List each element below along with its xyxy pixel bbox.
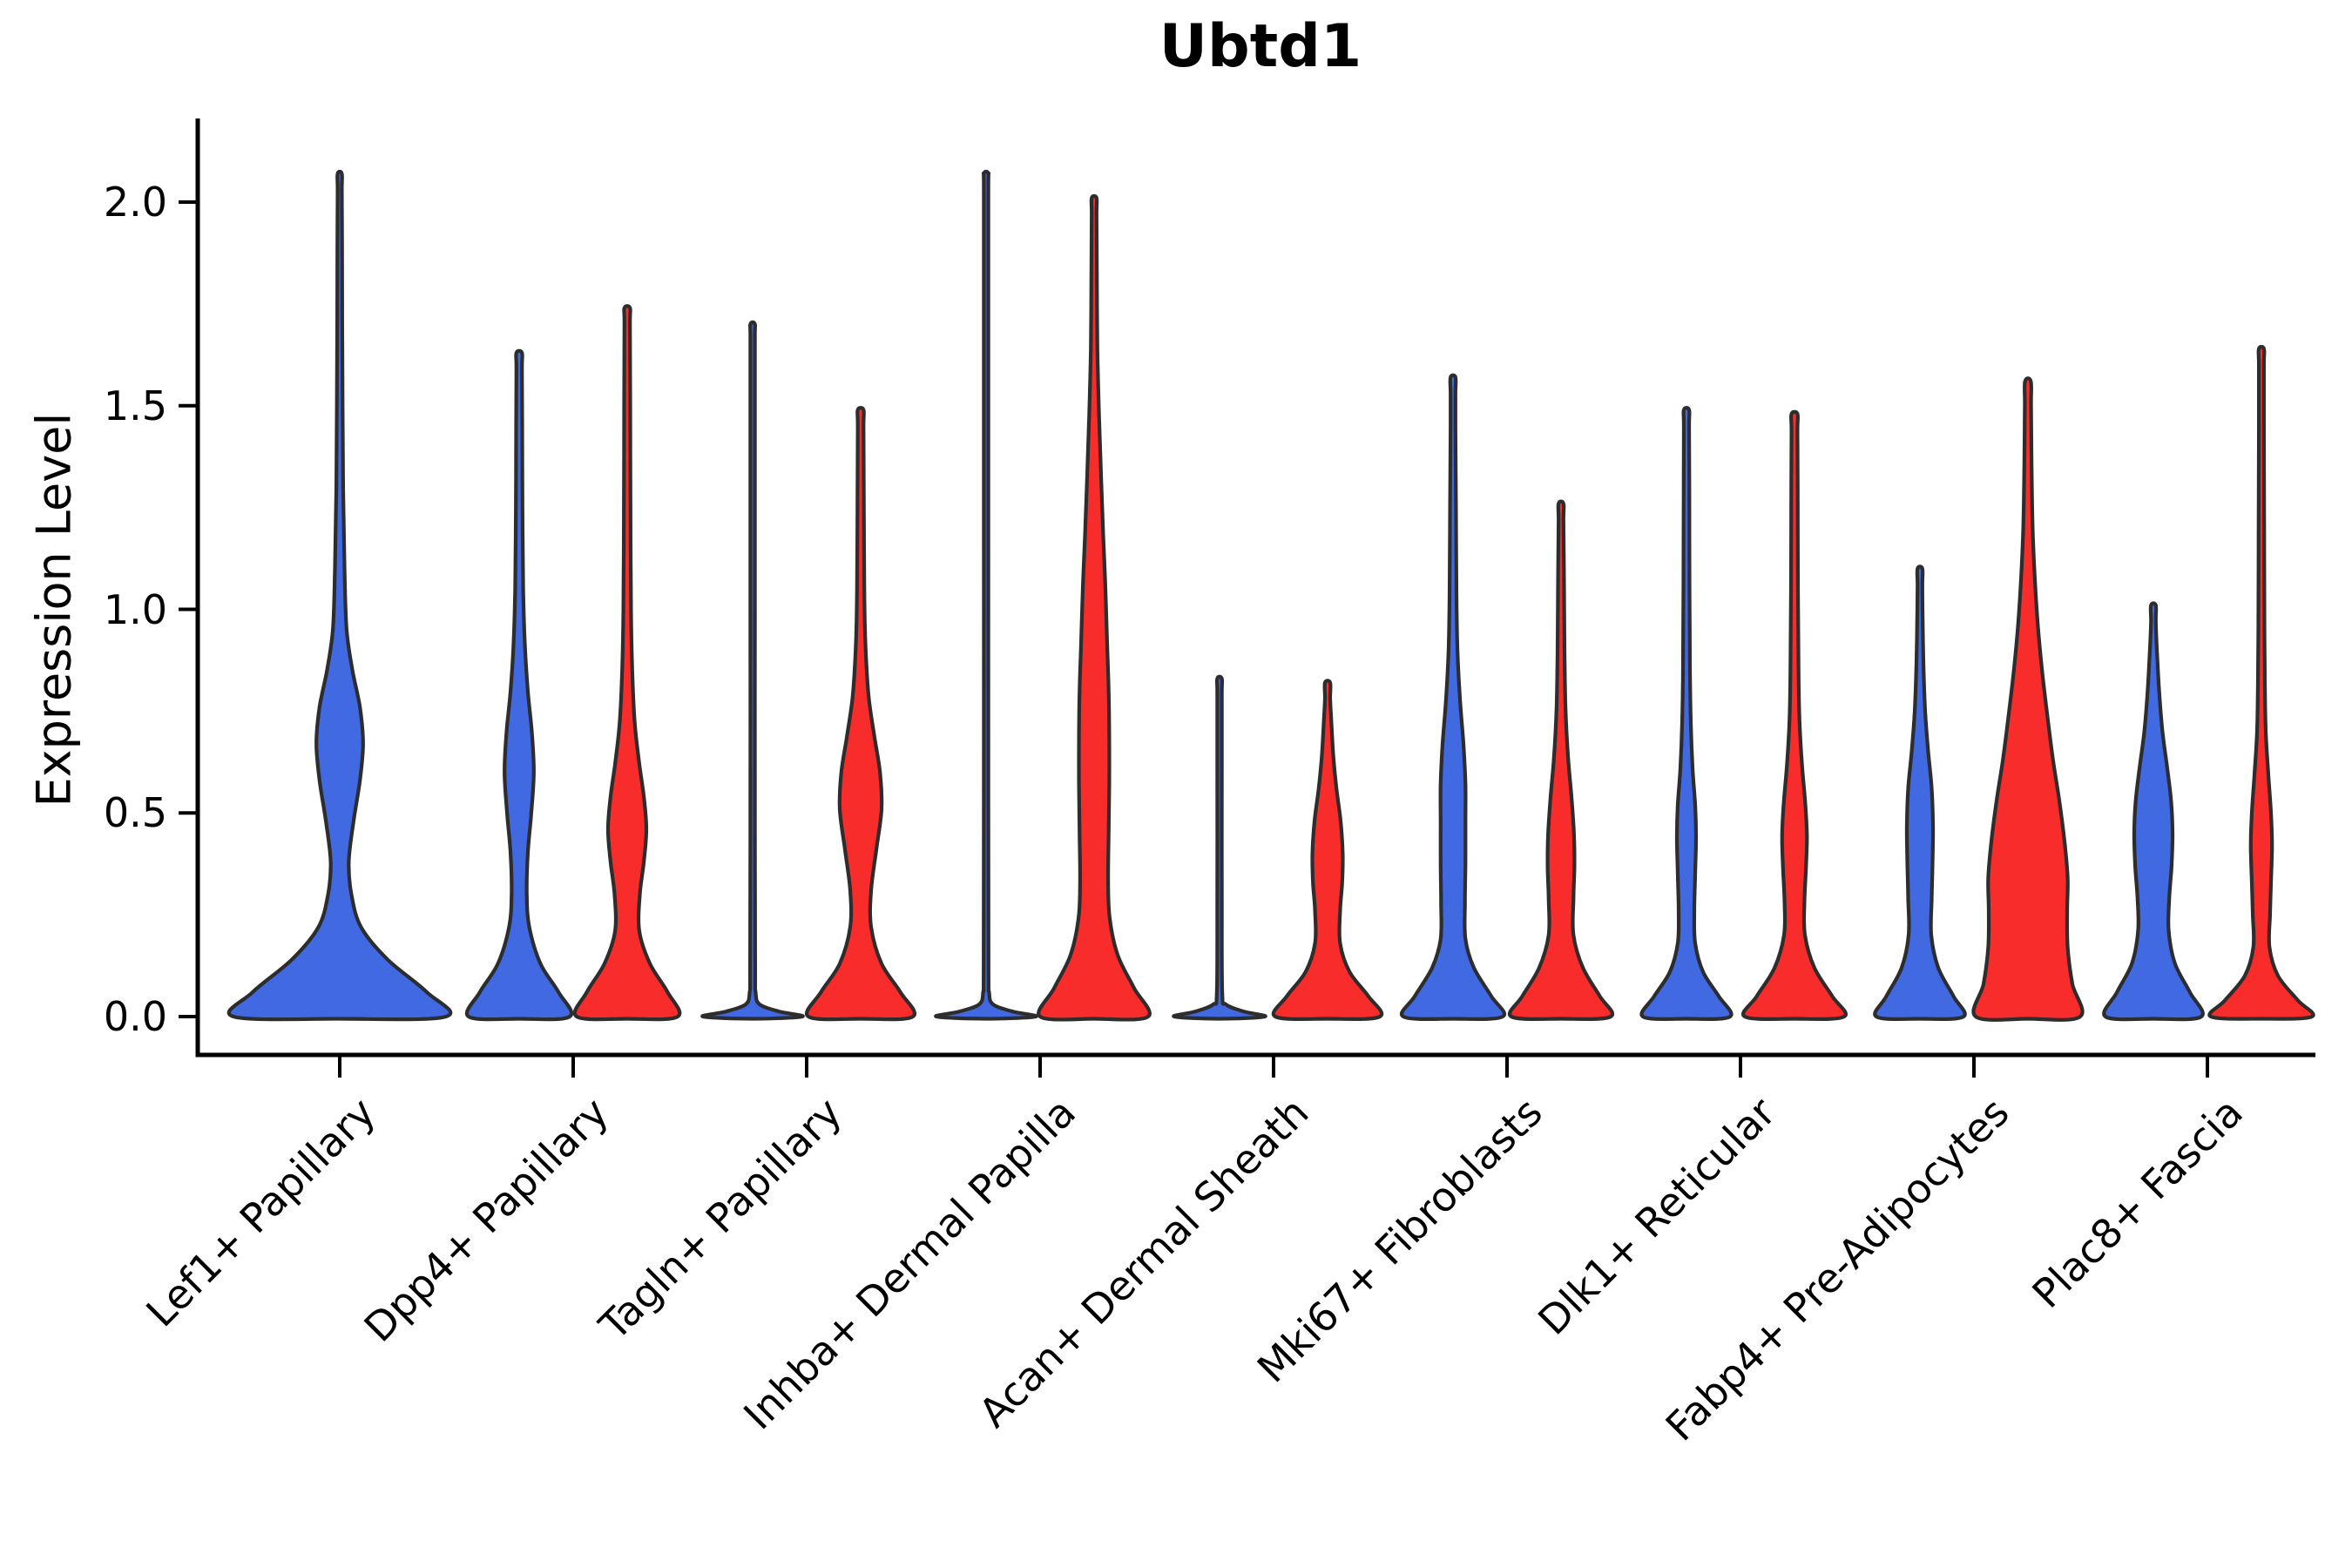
- violin-tagln-papillary-red: [805, 405, 916, 1022]
- y-tick-label-0.0: 0.0: [103, 993, 167, 1040]
- violin-inhba-dermal-papilla-red: [1037, 193, 1152, 1022]
- y-tick-label-1.5: 1.5: [103, 382, 167, 429]
- violin-inhba-dermal-papilla-blue: [934, 169, 1038, 1021]
- chart-title: Ubtd1: [1159, 12, 1362, 81]
- violin-dpp4-papillary-blue: [464, 348, 574, 1022]
- y-tick-label-0.5: 0.5: [103, 789, 167, 837]
- violin-mki67-fibroblasts-blue: [1400, 373, 1506, 1021]
- violin-dlk1-reticular-blue: [1639, 406, 1734, 1021]
- violin-tagln-papillary-blue: [700, 320, 805, 1021]
- violin-acan-dermal-sheath-blue: [1172, 674, 1267, 1021]
- violin-dpp4-papillary-red: [572, 304, 682, 1022]
- y-tick-label-1.0: 1.0: [103, 585, 167, 633]
- violin-dlk1-reticular-red: [1741, 409, 1848, 1021]
- violin-mki67-fibroblasts-red: [1507, 499, 1615, 1021]
- violin-plac8-fascia-red: [2207, 344, 2315, 1021]
- violin-fabp4-pre-adipocytes-blue: [1873, 564, 1967, 1021]
- y-tick-label-2.0: 2.0: [103, 179, 167, 226]
- violin-plac8-fascia-blue: [2102, 601, 2205, 1022]
- violin-fabp4-pre-adipocytes-red: [1971, 376, 2085, 1022]
- violin-acan-dermal-sheath-red: [1271, 679, 1384, 1021]
- violin-lef1-papillary-blue: [226, 169, 453, 1022]
